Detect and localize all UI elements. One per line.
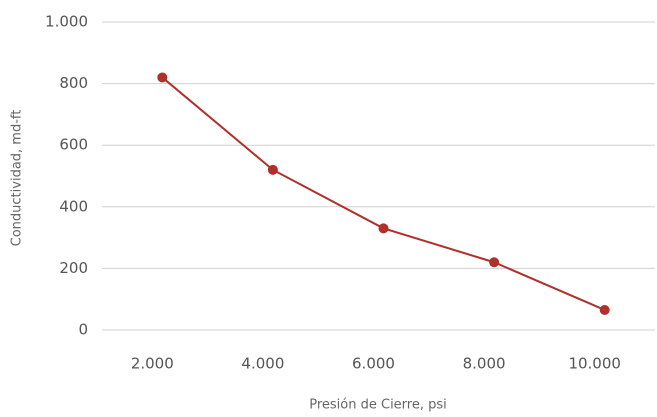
- marker: [599, 304, 610, 315]
- marker: [267, 164, 278, 175]
- y-tick-label: 1.000: [45, 13, 88, 31]
- x-tick-label: 10.000: [568, 355, 621, 373]
- y-tick-label: 400: [59, 197, 88, 215]
- marker: [378, 223, 389, 234]
- y-tick-label: 600: [59, 136, 88, 154]
- x-tick-label: 4.000: [241, 355, 284, 373]
- x-tick-label: 6.000: [352, 355, 395, 373]
- marker: [157, 72, 168, 83]
- line: [161, 76, 606, 311]
- y-axis-title: Conductividad, md-ft: [10, 110, 25, 247]
- y-tick-label: 800: [59, 74, 88, 92]
- y-tick-label: 0: [78, 321, 88, 339]
- x-axis-title: Presión de Cierre, psi: [309, 398, 447, 413]
- marker: [489, 257, 500, 268]
- x-tick-label: 2.000: [131, 355, 174, 373]
- y-tick-label: 200: [59, 259, 88, 277]
- x-tick-label: 8.000: [463, 355, 506, 373]
